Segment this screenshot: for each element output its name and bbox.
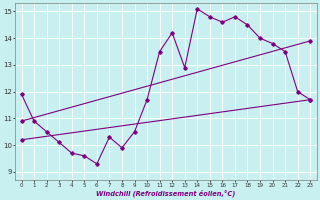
X-axis label: Windchill (Refroidissement éolien,°C): Windchill (Refroidissement éolien,°C): [96, 189, 236, 197]
